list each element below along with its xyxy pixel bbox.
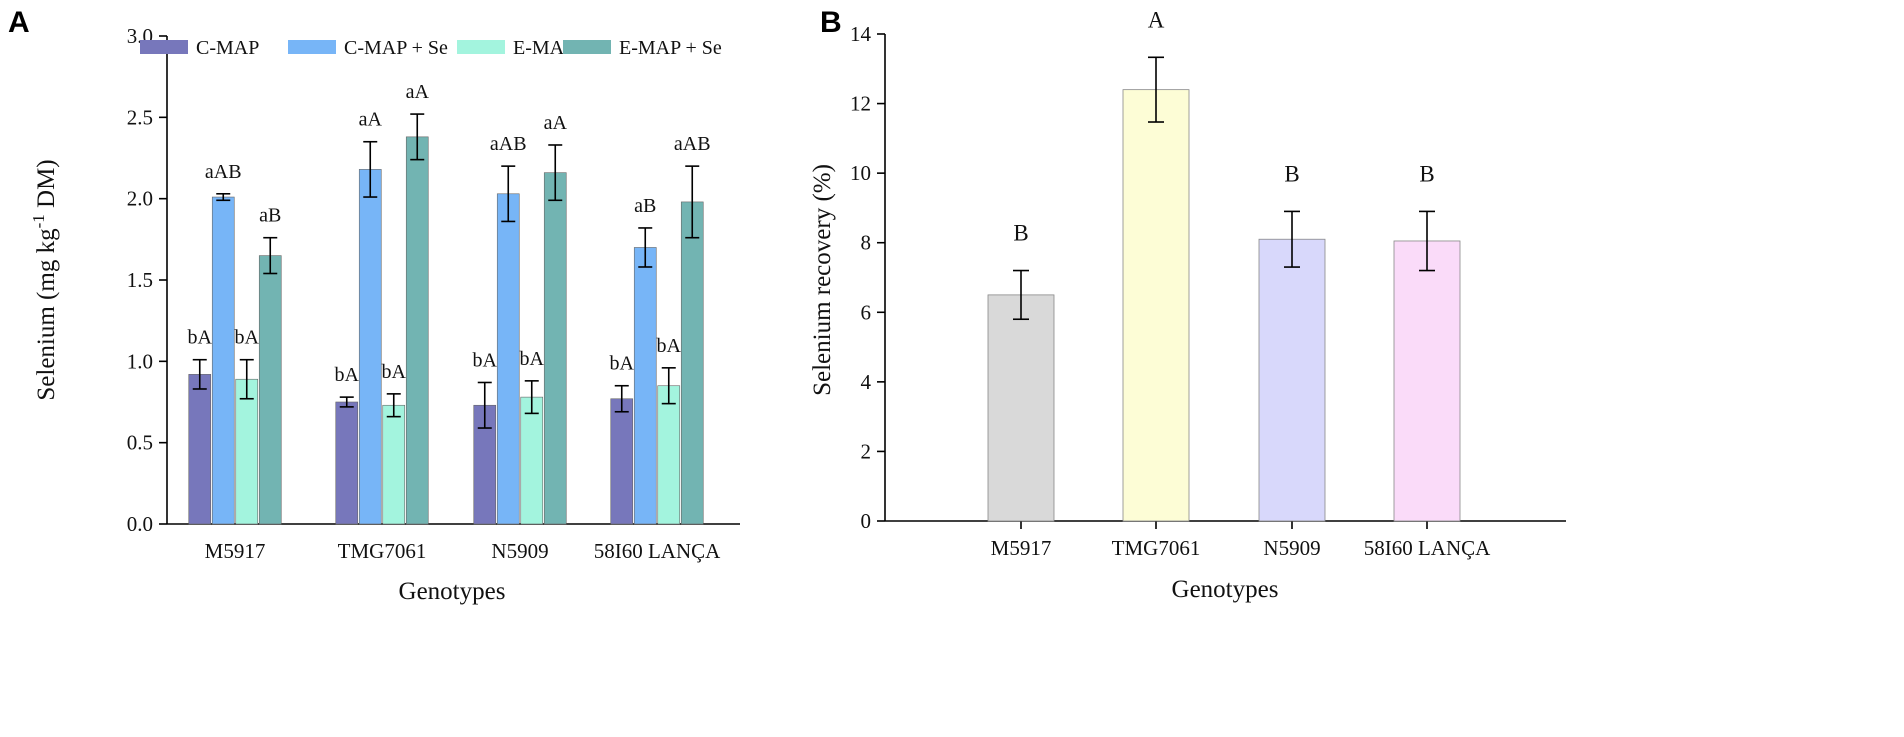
panel-a-significance-label: aA bbox=[406, 81, 430, 103]
panel-b-significance-label: B bbox=[1419, 161, 1434, 186]
panel-b-bar bbox=[987, 294, 1055, 522]
panel-b-y-axis-title: Selenium recovery (%) bbox=[809, 164, 836, 396]
panel-a-legend-swatch bbox=[563, 40, 611, 54]
panel-a-significance-label: bA bbox=[335, 364, 360, 386]
panel-a-bar bbox=[211, 196, 235, 525]
panel-a-legend-label: C-MAP bbox=[196, 37, 259, 59]
panel-a-bar bbox=[235, 378, 259, 525]
panel-b-y-tick-label: 8 bbox=[861, 231, 872, 255]
panel-a-significance-label: aB bbox=[259, 205, 281, 227]
panel-a-legend-label: C-MAP + Se bbox=[344, 37, 448, 59]
panel-a-x-tick-label: 58I60 LANÇA bbox=[594, 539, 721, 563]
panel-a-significance-label: aAB bbox=[205, 161, 242, 183]
panel-a-x-tick-label: M5917 bbox=[205, 539, 266, 563]
panel-a-bar bbox=[188, 374, 212, 525]
panel-b: B 0 2 4 6 8 10 12 14 M5917 TMG7061 N5909 58I60 LAN… bbox=[809, 6, 1566, 603]
panel-a-significance-label: bA bbox=[657, 335, 682, 357]
panel-b-y-tick-label: 12 bbox=[850, 92, 871, 116]
panel-b-bar bbox=[1258, 238, 1326, 522]
panel-a-letter: A bbox=[8, 6, 30, 39]
panel-a-bar bbox=[657, 385, 681, 525]
panel-a-significance-label: aAB bbox=[490, 133, 527, 155]
panel-a-bar bbox=[258, 255, 282, 525]
panel-a-significance-label: bA bbox=[610, 353, 635, 375]
panel-b-significance-label: B bbox=[1013, 221, 1028, 246]
panel-b-x-tick-label: TMG7061 bbox=[1112, 536, 1201, 560]
panel-a-legend: C-MAP C-MAP + Se E-MAP E-MAP + Se bbox=[140, 37, 722, 59]
panel-b-letter: B bbox=[820, 6, 842, 39]
panel-b-bar bbox=[1393, 240, 1461, 522]
panel-b-x-axis-title: Genotypes bbox=[1172, 576, 1279, 603]
panel-a-significance-label: aB bbox=[634, 195, 656, 217]
panel-b-y-tick-label: 10 bbox=[850, 161, 871, 185]
panel-a-bar bbox=[358, 169, 382, 525]
panel-a-legend-swatch bbox=[457, 40, 505, 54]
panel-a-significance-label: bA bbox=[188, 327, 213, 349]
panel-b-y-tick-label: 2 bbox=[861, 439, 872, 463]
panel-b-y-tick-label: 4 bbox=[861, 370, 872, 394]
panel-b-x-tick-label: N5909 bbox=[1263, 536, 1320, 560]
panel-b-bar bbox=[1122, 89, 1190, 522]
panel-a-bar bbox=[405, 136, 429, 525]
panel-a-y-tick-label: 1.5 bbox=[127, 268, 153, 292]
panel-a-y-tick-label: 0.5 bbox=[127, 431, 153, 455]
panel-a-bar bbox=[496, 193, 520, 525]
panel-a-bars: bA bA bA bA aAB aA aAB aB bA bA bA bA aB aA aA aAB bbox=[188, 81, 711, 525]
panel-a-bar bbox=[610, 398, 634, 525]
panel-a-x-axis-title: Genotypes bbox=[399, 578, 506, 605]
panel-a: A 0.00.51.01.52.02.53.0 M5917 TMG7061 N590… bbox=[8, 6, 740, 605]
panel-a-bar bbox=[520, 396, 544, 525]
panel-a-bar bbox=[382, 404, 406, 525]
panel-b-y-tick-label: 0 bbox=[861, 509, 872, 533]
panel-b-y-tick-label: 6 bbox=[861, 300, 872, 324]
panel-b-significance-label: A bbox=[1148, 7, 1165, 32]
panel-a-significance-label: bA bbox=[235, 327, 260, 349]
panel-a-legend-label: E-MAP bbox=[513, 37, 575, 59]
panel-a-bar bbox=[335, 401, 359, 525]
panel-a-ylabel-end: DM) bbox=[33, 159, 60, 214]
panel-a-significance-label: bA bbox=[473, 349, 498, 371]
panel-a-significance-label: bA bbox=[382, 361, 407, 383]
panel-a-significance-label: aA bbox=[359, 109, 383, 131]
panel-a-legend-swatch bbox=[140, 40, 188, 54]
panel-b-y-tick-label: 14 bbox=[850, 22, 872, 46]
panel-a-y-ticks: 0.00.51.01.52.02.53.0 bbox=[127, 24, 167, 536]
panel-a-ylabel-sup: -1 bbox=[29, 214, 48, 228]
panel-a-y-axis-title: Selenium (mg kg-1 DM) bbox=[29, 159, 60, 400]
panel-a-y-tick-label: 2.5 bbox=[127, 105, 153, 129]
panel-a-significance-label: bA bbox=[520, 348, 545, 370]
panel-a-bar bbox=[633, 247, 657, 525]
panel-b-x-ticks: M5917 TMG7061 N5909 58I60 LANÇA bbox=[991, 521, 1491, 560]
panel-a-significance-label: aA bbox=[544, 112, 568, 134]
panel-a-significance-label: aAB bbox=[674, 133, 711, 155]
panel-b-bars: B A B B bbox=[987, 7, 1461, 522]
panel-a-y-tick-label: 1.0 bbox=[127, 349, 153, 373]
panel-b-x-tick-label: 58I60 LANÇA bbox=[1364, 536, 1491, 560]
panel-a-x-ticks: M5917 TMG7061 N5909 58I60 LANÇA bbox=[205, 539, 721, 563]
panel-a-ylabel-main: Selenium (mg kg bbox=[33, 228, 60, 401]
panel-b-significance-label: B bbox=[1284, 161, 1299, 186]
panel-b-y-ticks: 0 2 4 6 8 10 12 14 bbox=[850, 22, 885, 533]
panel-a-y-tick-label: 0.0 bbox=[127, 512, 153, 536]
panel-a-x-tick-label: TMG7061 bbox=[338, 539, 427, 563]
panel-a-bar bbox=[680, 201, 704, 525]
panel-a-x-tick-label: N5909 bbox=[491, 539, 548, 563]
panel-a-y-tick-label: 2.0 bbox=[127, 187, 153, 211]
panel-a-legend-swatch bbox=[288, 40, 336, 54]
panel-b-x-tick-label: M5917 bbox=[991, 536, 1052, 560]
panel-a-legend-label: E-MAP + Se bbox=[619, 37, 722, 59]
panel-a-bar bbox=[543, 172, 567, 525]
